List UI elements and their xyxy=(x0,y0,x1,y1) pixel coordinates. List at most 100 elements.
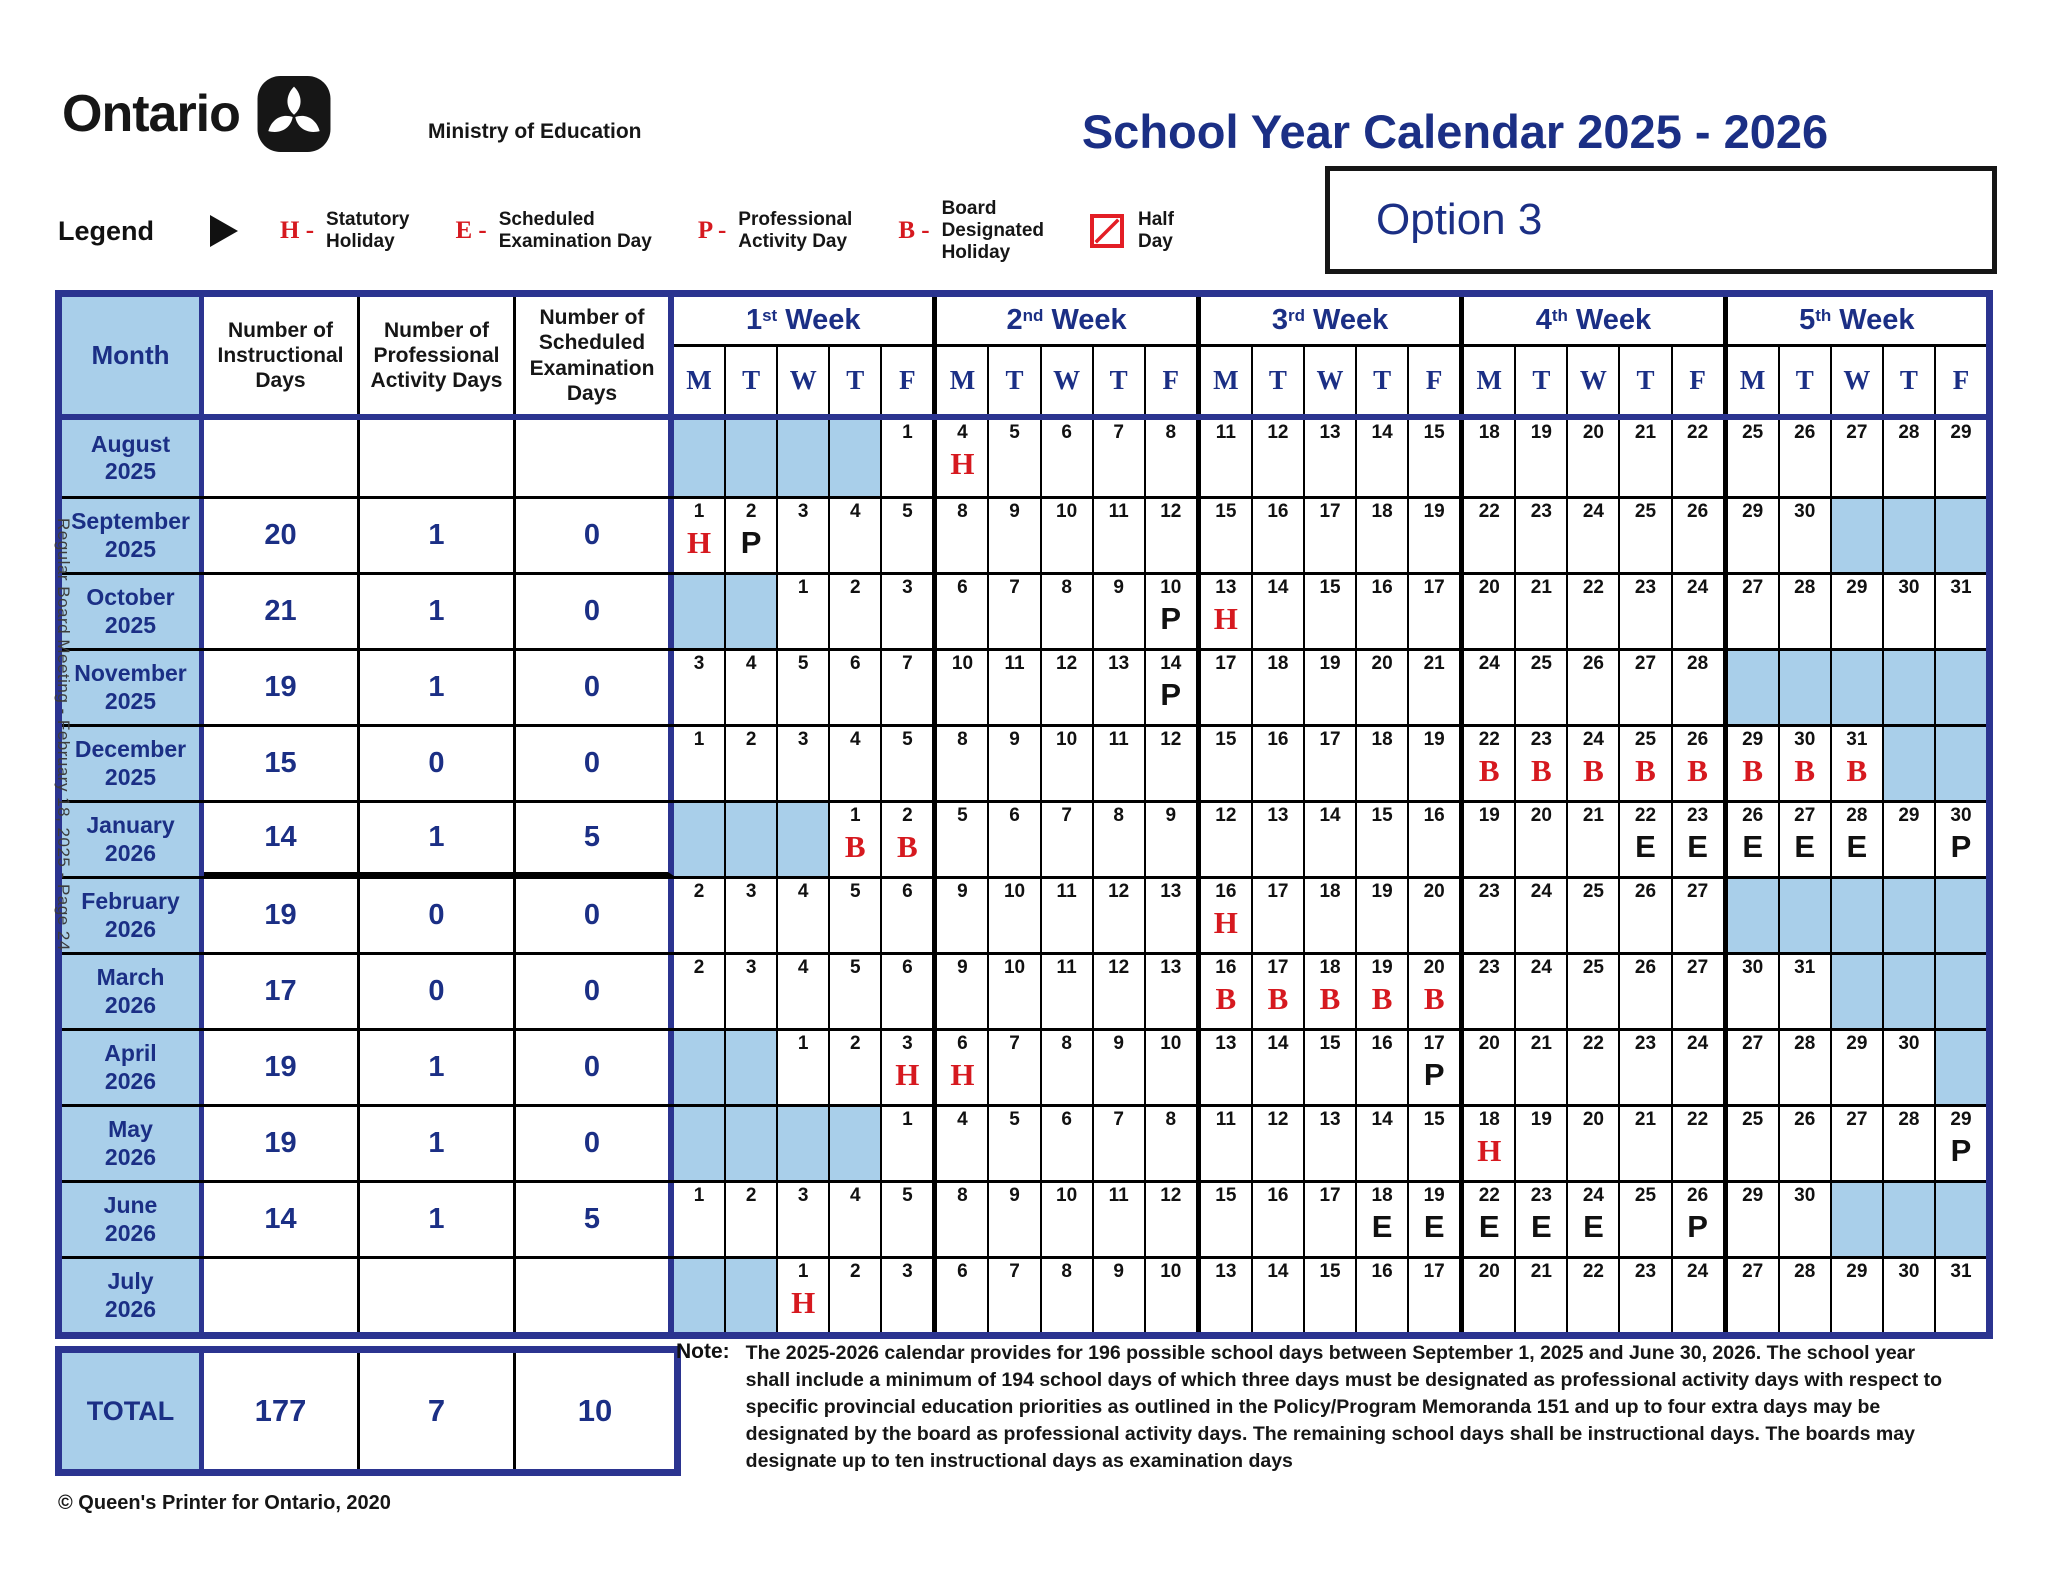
day-code-P: P xyxy=(740,524,762,560)
day-number: 2 xyxy=(693,881,705,902)
month-row-november-2025: November 2025 19 1 0 3 4 5 6 7 10 11 12 13 14 P 17 18 19 20… xyxy=(62,648,1987,724)
day-cell: 18 H xyxy=(1464,1107,1517,1180)
week-block: 26 E 27 E 28 E 29 30 P xyxy=(1727,803,1987,876)
day-cell: 17 xyxy=(1304,499,1358,572)
day-cell: 6 xyxy=(1041,1107,1094,1180)
day-cell: 1 xyxy=(674,727,727,800)
month-label: April 2026 xyxy=(62,1031,204,1104)
week-ordinal: 2 xyxy=(1006,304,1023,336)
day-cell xyxy=(1779,879,1832,952)
day-cell: 5 xyxy=(778,651,831,724)
day-number: 6 xyxy=(1061,1109,1072,1130)
day-number: 23 xyxy=(1530,729,1552,750)
day-number: 15 xyxy=(1423,422,1445,443)
day-number: 11 xyxy=(1215,422,1236,443)
day-cell: 11 xyxy=(1041,879,1094,952)
day-cell: 3 xyxy=(726,955,779,1028)
day-cell: 1 xyxy=(778,575,831,648)
month-label: May 2026 xyxy=(62,1107,204,1180)
week-block: 1 xyxy=(674,1107,938,1180)
day-number: 16 xyxy=(1371,577,1393,598)
month-label: February 2026 xyxy=(62,879,204,952)
month-name: March xyxy=(96,964,165,991)
legend-code: E - xyxy=(455,217,487,244)
legend-code: P - xyxy=(697,217,727,244)
day-number: 21 xyxy=(1634,422,1657,443)
day-number: 3 xyxy=(797,729,809,750)
day-cell: 24 xyxy=(1672,575,1723,648)
week-block: 30 31 xyxy=(1727,955,1987,1028)
day-number: 2 xyxy=(693,957,705,978)
day-number: 27 xyxy=(1634,653,1657,674)
day-cell: 28 xyxy=(1779,1259,1832,1332)
day-number: 10 xyxy=(951,653,974,674)
month-year: 2025 xyxy=(104,763,157,790)
week-block: 13 14 15 16 17 xyxy=(1200,1259,1465,1332)
day-cell: 2 xyxy=(830,1259,883,1332)
day-code-B: B xyxy=(1846,752,1868,788)
day-cell: 22 xyxy=(1464,499,1517,572)
stat-instructional-days: 17 xyxy=(204,955,360,1028)
week-block: 17 18 19 20 21 xyxy=(1200,651,1465,724)
day-cell xyxy=(726,1259,779,1332)
day-number: 2 xyxy=(849,577,861,598)
day-cell: 8 xyxy=(1041,575,1094,648)
day-cell xyxy=(778,803,831,876)
day-cell: 24 E xyxy=(1568,1183,1621,1256)
day-cell: 16 xyxy=(1409,803,1460,876)
day-code-P: P xyxy=(1160,600,1182,636)
day-cell: 20 xyxy=(1568,1107,1621,1180)
day-cell: 26 xyxy=(1779,1107,1832,1180)
day-number: 13 xyxy=(1160,957,1182,978)
day-code-E: E xyxy=(1794,828,1816,864)
day-number: 16 xyxy=(1267,729,1289,750)
day-cell: 23 xyxy=(1620,1259,1673,1332)
day-number: 18 xyxy=(1371,729,1393,750)
stat-exam-days: 0 xyxy=(516,1107,674,1180)
day-number: 27 xyxy=(1687,957,1709,978)
day-cell xyxy=(1935,955,1987,1028)
day-cell: 29 xyxy=(1727,1183,1780,1256)
day-cell: 9 xyxy=(989,727,1042,800)
day-header: F xyxy=(1162,365,1180,395)
day-cell: 13 xyxy=(1252,803,1305,876)
day-cell: 4 xyxy=(937,1107,990,1180)
day-number: 31 xyxy=(1950,1261,1972,1282)
day-cell: 8 xyxy=(1093,803,1146,876)
day-cell: 21 xyxy=(1620,1107,1673,1180)
day-number: 30 xyxy=(1794,729,1816,750)
day-cell: 8 xyxy=(1145,420,1196,496)
stat-instructional-days: 15 xyxy=(204,727,360,800)
day-number: 14 xyxy=(1160,653,1182,674)
day-cell: 18 xyxy=(1304,879,1358,952)
day-number: 19 xyxy=(1423,501,1445,522)
weeks-region: 1 2 3 4 5 8 9 10 11 12 15 16 17 18 19 22 B 23 B 24 B 25 B 26 B 29… xyxy=(674,727,1987,800)
day-number: 1 xyxy=(797,1033,809,1054)
month-row-april-2026: April 2026 19 1 0 1 2 3 H 6 H 7 8 9 10 13 14 15 16 17 P 20 21 2… xyxy=(62,1028,1987,1104)
day-cell xyxy=(1935,727,1987,800)
day-number: 27 xyxy=(1742,1033,1764,1054)
day-number: 6 xyxy=(849,653,861,674)
day-cell: 27 xyxy=(1672,879,1723,952)
day-number: 4 xyxy=(849,729,861,750)
month-name: August xyxy=(90,430,171,457)
day-number: 4 xyxy=(957,1109,968,1130)
day-cell: 4 xyxy=(830,499,883,572)
stat-pa-days: 1 xyxy=(360,1031,516,1104)
day-cell: 14 P xyxy=(1145,651,1196,724)
day-code-H: H xyxy=(950,1056,975,1092)
day-number: 8 xyxy=(1061,1261,1072,1282)
day-number: 24 xyxy=(1530,881,1552,902)
month-name: October xyxy=(86,584,175,611)
day-cell: 12 xyxy=(1145,727,1196,800)
stat-instructional-days: 14 xyxy=(204,1183,360,1256)
legend-item: Half Day xyxy=(1090,209,1174,253)
day-number: 20 xyxy=(1478,1033,1500,1054)
day-number: 17 xyxy=(1267,881,1289,902)
day-number: 9 xyxy=(1113,1261,1124,1282)
day-number: 6 xyxy=(1009,805,1020,826)
day-cell: 15 xyxy=(1357,803,1410,876)
